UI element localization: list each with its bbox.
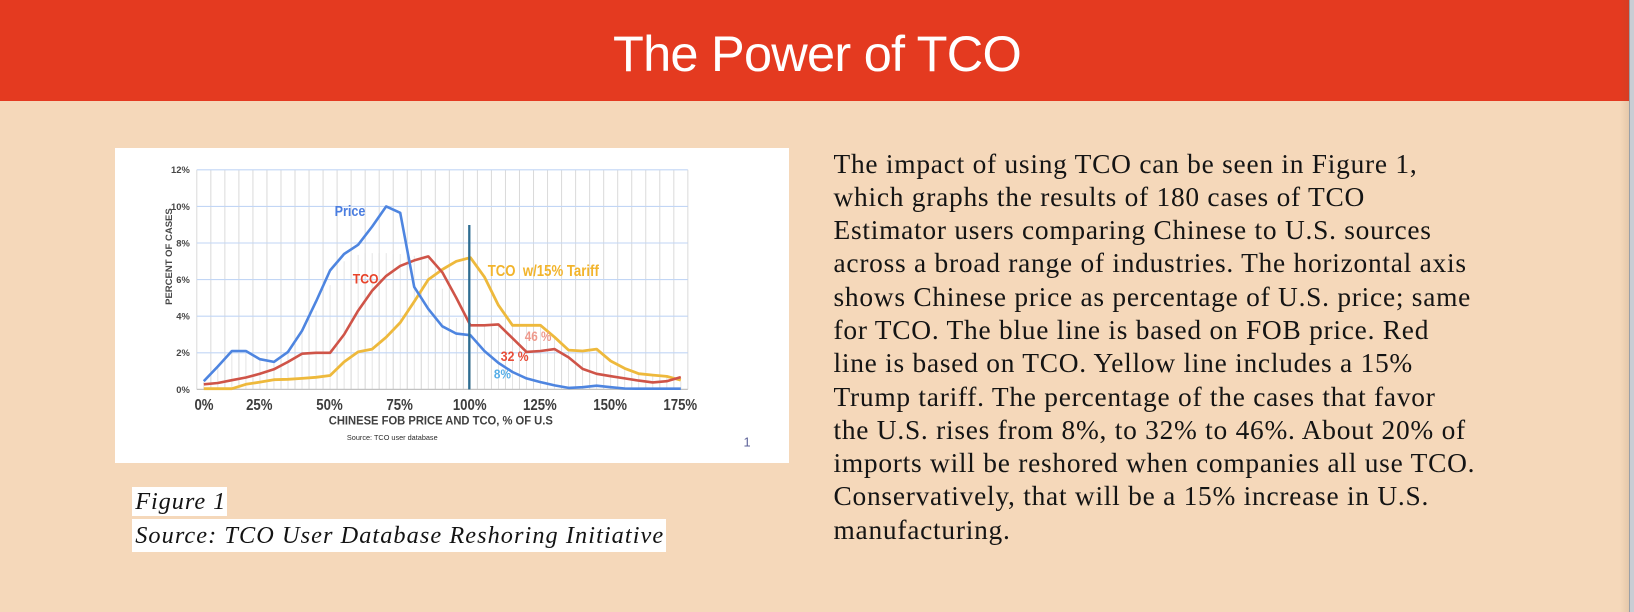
svg-text:75%: 75%	[386, 396, 413, 413]
svg-text:2%: 2%	[176, 347, 190, 358]
svg-text:25%: 25%	[246, 396, 273, 413]
svg-text:0%: 0%	[194, 396, 213, 413]
svg-text:175%: 175%	[663, 396, 697, 413]
svg-text:50%: 50%	[316, 396, 343, 413]
svg-text:12%: 12%	[171, 164, 190, 175]
svg-text:32 %: 32 %	[500, 348, 528, 364]
svg-text:6%: 6%	[176, 274, 190, 285]
svg-text:CHINESE FOB PRICE AND TCO, % O: CHINESE FOB PRICE AND TCO, % OF U.S	[328, 413, 552, 427]
svg-text:100%: 100%	[453, 396, 487, 413]
svg-text:8%: 8%	[494, 366, 511, 381]
svg-text:1: 1	[743, 434, 750, 449]
svg-text:4%: 4%	[176, 310, 190, 321]
svg-text:PERCENT OF CASES: PERCENT OF CASES	[164, 208, 175, 305]
svg-text:0%: 0%	[176, 383, 190, 394]
svg-text:TCO w/15% Tariff: TCO w/15% Tariff	[487, 263, 598, 280]
svg-text:Price: Price	[334, 202, 365, 218]
svg-text:8%: 8%	[176, 237, 190, 248]
svg-text:150%: 150%	[593, 396, 627, 413]
svg-text:Source: TCO user database: Source: TCO user database	[347, 433, 438, 442]
svg-text:46 %: 46 %	[524, 328, 551, 344]
svg-text:10%: 10%	[171, 200, 190, 211]
svg-text:125%: 125%	[523, 396, 557, 413]
svg-text:TCO: TCO	[352, 270, 378, 286]
